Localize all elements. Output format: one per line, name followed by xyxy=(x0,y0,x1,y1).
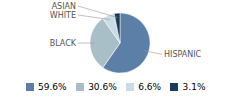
html-text:59.6%: 59.6% xyxy=(38,82,67,92)
svg-text:WHITE: WHITE xyxy=(50,11,76,20)
html-text:3.1%: 3.1% xyxy=(182,82,206,92)
svg-text:ASIAN: ASIAN xyxy=(52,2,76,11)
svg-text:HISPANIC: HISPANIC xyxy=(164,50,202,59)
html-text:6.6%: 6.6% xyxy=(138,82,162,92)
svg-text:BLACK: BLACK xyxy=(50,39,77,48)
html-text:30.6%: 30.6% xyxy=(88,82,117,92)
